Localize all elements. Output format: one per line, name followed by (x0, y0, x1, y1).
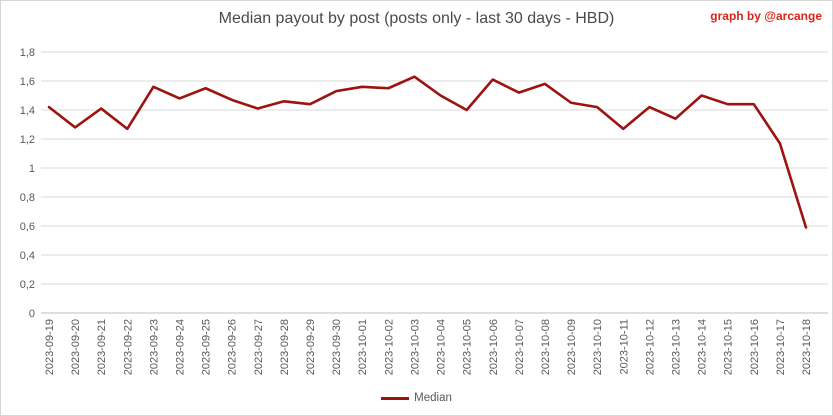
x-tick-label: 2023-10-18 (801, 319, 813, 375)
median-series-line (47, 75, 808, 229)
x-tick-label: 2023-10-03 (409, 319, 421, 375)
x-tick-label: 2023-09-28 (279, 319, 291, 375)
x-tick-label: 2023-09-26 (227, 319, 239, 375)
x-tick-label: 2023-10-06 (488, 319, 500, 375)
chart-title: Median payout by post (posts only - last… (218, 10, 615, 27)
x-tick-label: 2023-10-13 (670, 319, 682, 375)
x-tick-label: 2023-09-20 (70, 319, 82, 375)
legend-line-swatch (381, 396, 410, 400)
x-tick-label: 2023-10-04 (436, 319, 448, 375)
x-tick-label: 2023-09-29 (305, 319, 317, 375)
y-tick-label: 0,2 (20, 279, 35, 291)
x-tick-label: 2023-10-07 (514, 319, 526, 375)
legend-series-label: Median (414, 392, 452, 404)
x-tick-label: 2023-10-16 (749, 319, 761, 375)
x-tick-label: 2023-10-14 (697, 319, 709, 375)
y-tick-label: 0,8 (20, 192, 35, 204)
x-tick-label: 2023-09-21 (96, 319, 108, 375)
x-tick-label: 2023-09-23 (148, 319, 160, 375)
credit-text: graph by @arcange (710, 9, 822, 23)
x-tick-label: 2023-09-19 (44, 319, 56, 375)
y-tick-label: 0 (29, 308, 35, 320)
y-tick-label: 0,4 (20, 250, 35, 262)
x-tick-label: 2023-09-24 (175, 319, 187, 375)
x-tick-label: 2023-10-05 (462, 319, 474, 375)
x-tick-label: 2023-09-30 (331, 319, 343, 375)
x-tick-label: 2023-10-17 (775, 319, 787, 375)
x-tick-label: 2023-09-22 (122, 319, 134, 375)
y-tick-label: 1 (29, 163, 35, 175)
x-tick-label: 2023-10-09 (566, 319, 578, 375)
x-tick-label: 2023-10-08 (540, 319, 552, 375)
y-tick-label: 1,6 (20, 76, 35, 88)
y-tick-label: 1,2 (20, 134, 35, 146)
legend: Median (1, 390, 832, 406)
x-tick-label: 2023-10-11 (618, 319, 630, 374)
y-tick-label: 0,6 (20, 221, 35, 233)
x-tick-label: 2023-10-10 (592, 319, 604, 375)
x-tick-label: 2023-10-15 (723, 319, 735, 375)
x-tick-label: 2023-10-02 (383, 319, 395, 375)
y-tick-label: 1,8 (20, 47, 35, 59)
x-tick-label: 2023-10-01 (357, 319, 369, 375)
x-tick-label: 2023-10-12 (644, 319, 656, 375)
x-tick-label: 2023-09-27 (253, 319, 265, 375)
x-tick-label: 2023-09-25 (201, 319, 213, 375)
y-tick-label: 1,4 (20, 105, 35, 117)
